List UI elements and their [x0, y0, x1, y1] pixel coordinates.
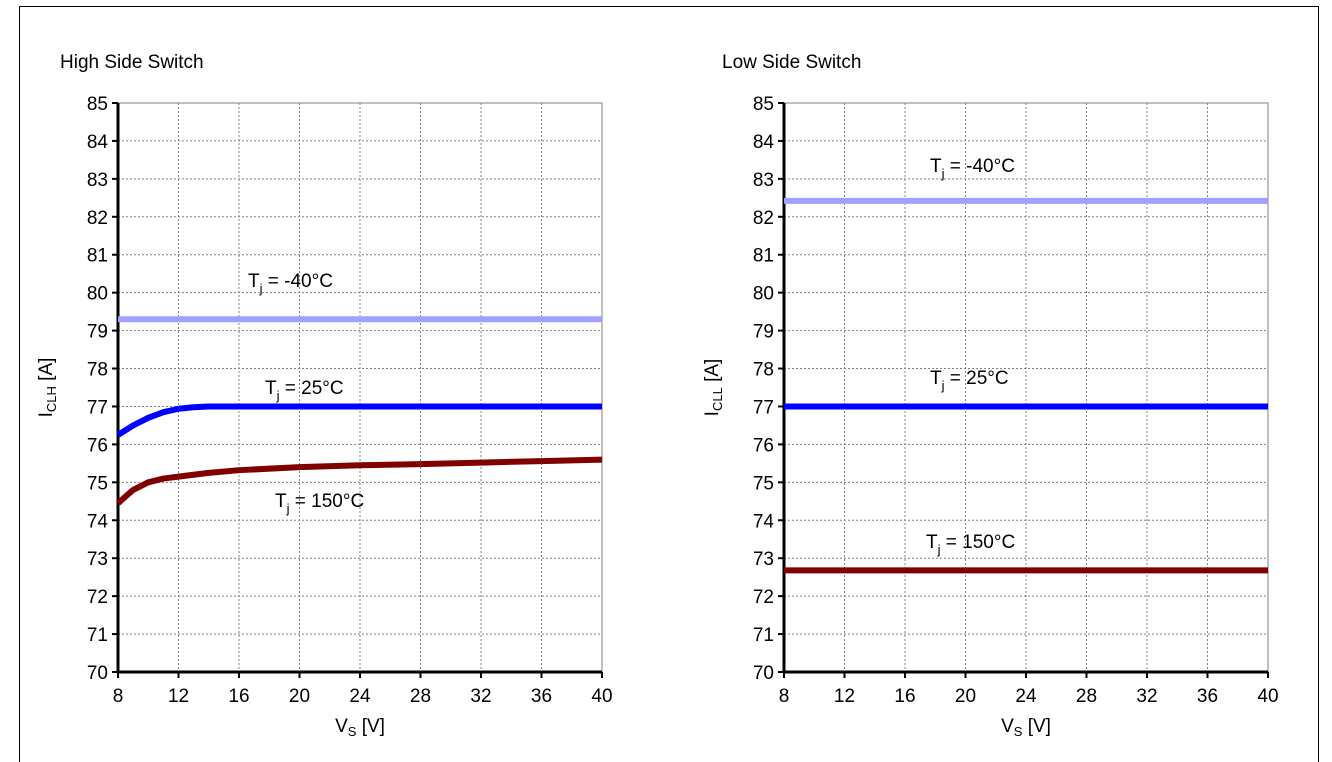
x-axis-label-unit: [V]	[356, 716, 385, 737]
y-tick-label: 84	[753, 132, 775, 153]
x-tick-label: 24	[1015, 686, 1037, 707]
y-tick-label: 83	[753, 170, 774, 191]
series-label: Tj = -40°C	[930, 156, 1015, 181]
series-label-main: T	[265, 378, 277, 399]
y-axis-label-main: I	[702, 411, 723, 416]
y-tick-label: 81	[87, 246, 108, 267]
x-axis-label-main: V	[1001, 716, 1014, 737]
y-tick-label: 72	[87, 587, 108, 608]
series-label-sub: j	[259, 281, 263, 296]
x-tick-label: 12	[168, 686, 189, 707]
series-label-sub: j	[276, 388, 280, 403]
y-axis-label: ICLL [A]	[702, 359, 725, 417]
series-label-sub: j	[286, 501, 290, 516]
series-label-sub: j	[941, 166, 945, 181]
y-tick-label: 76	[753, 435, 774, 456]
y-tick-label: 75	[753, 473, 774, 494]
series-label: Tj = 150°C	[275, 491, 364, 516]
x-tick-label: 16	[228, 686, 249, 707]
chart-high-side-switch: High Side Switch707172737475767778798081…	[36, 52, 613, 739]
y-tick-label: 82	[753, 208, 774, 229]
series-line	[116, 456, 603, 506]
y-tick-label: 70	[87, 663, 108, 684]
series-label-main: T	[926, 532, 938, 553]
y-tick-label: 85	[753, 94, 774, 115]
series-label: Tj = 150°C	[926, 532, 1015, 557]
x-tick-label: 28	[1076, 686, 1097, 707]
y-axis-label-main: I	[36, 412, 57, 417]
y-tick-label: 77	[87, 397, 108, 418]
y-tick-label: 78	[753, 360, 774, 381]
series-label-rest: = 150°C	[941, 532, 1016, 553]
y-tick-label: 72	[753, 587, 774, 608]
y-tick-label: 79	[87, 322, 108, 343]
series-label-rest: = 25°C	[280, 378, 344, 399]
y-axis-label: ICLH [A]	[36, 358, 59, 418]
x-tick-label: 40	[1257, 686, 1278, 707]
x-axis-label: VS [V]	[1001, 716, 1051, 739]
y-tick-label: 79	[753, 322, 774, 343]
series-label-sub: j	[937, 542, 941, 557]
chart-title: High Side Switch	[60, 52, 204, 73]
y-tick-label: 71	[87, 625, 108, 646]
y-tick-label: 80	[753, 284, 774, 305]
series-label-main: T	[930, 368, 942, 389]
y-tick-label: 83	[87, 170, 108, 191]
series-label-rest: = 25°C	[945, 368, 1009, 389]
x-axis-label: VS [V]	[335, 716, 385, 739]
y-tick-label: 75	[87, 473, 108, 494]
x-tick-label: 28	[410, 686, 431, 707]
y-tick-label: 77	[753, 397, 774, 418]
y-tick-label: 73	[753, 549, 774, 570]
y-tick-label: 81	[753, 246, 774, 267]
x-tick-label: 36	[1197, 686, 1218, 707]
x-axis-label-main: V	[335, 716, 348, 737]
x-tick-label: 8	[779, 686, 790, 707]
x-axis-label-sub: S	[1014, 724, 1023, 739]
x-tick-label: 40	[591, 686, 612, 707]
y-tick-label: 85	[87, 94, 108, 115]
y-tick-label: 73	[87, 549, 108, 570]
chart-title: Low Side Switch	[722, 52, 861, 73]
y-axis-label-unit: [A]	[36, 358, 57, 387]
y-tick-label: 74	[87, 511, 109, 532]
x-axis-label-sub: S	[348, 724, 357, 739]
series-label-main: T	[275, 491, 287, 512]
x-tick-label: 32	[1136, 686, 1157, 707]
series-label-sub: j	[941, 378, 945, 393]
y-tick-label: 70	[753, 663, 774, 684]
y-tick-label: 78	[87, 360, 108, 381]
x-tick-label: 12	[834, 686, 855, 707]
y-tick-label: 76	[87, 435, 108, 456]
x-tick-label: 8	[113, 686, 124, 707]
x-tick-label: 20	[955, 686, 976, 707]
y-tick-label: 80	[87, 284, 108, 305]
series-label: Tj = 25°C	[930, 368, 1009, 393]
x-tick-label: 24	[349, 686, 371, 707]
series-label: Tj = 25°C	[265, 378, 344, 403]
y-tick-label: 71	[753, 625, 774, 646]
x-tick-label: 36	[531, 686, 552, 707]
series-label-rest: = -40°C	[263, 271, 333, 292]
x-axis-label-unit: [V]	[1022, 716, 1051, 737]
y-tick-label: 82	[87, 208, 108, 229]
series-label-rest: = 150°C	[290, 491, 365, 512]
y-axis-label-sub: CLH	[44, 386, 59, 412]
series-line	[116, 403, 602, 438]
series-label: Tj = -40°C	[248, 271, 333, 296]
y-axis-label-unit: [A]	[702, 359, 723, 388]
series-label-rest: = -40°C	[945, 156, 1015, 177]
x-tick-label: 16	[894, 686, 915, 707]
series-label-main: T	[248, 271, 260, 292]
series-label-main: T	[930, 156, 942, 177]
chart-low-side-switch: Low Side Switch 70 71 72 73 74 75 76 77 78 79 80 81 8…	[702, 52, 1279, 739]
x-tick-label: 32	[470, 686, 491, 707]
y-axis-label-sub: CLL	[710, 387, 725, 411]
y-tick-label: 84	[87, 132, 109, 153]
y-tick-label: 74	[753, 511, 775, 532]
x-tick-label: 20	[289, 686, 310, 707]
